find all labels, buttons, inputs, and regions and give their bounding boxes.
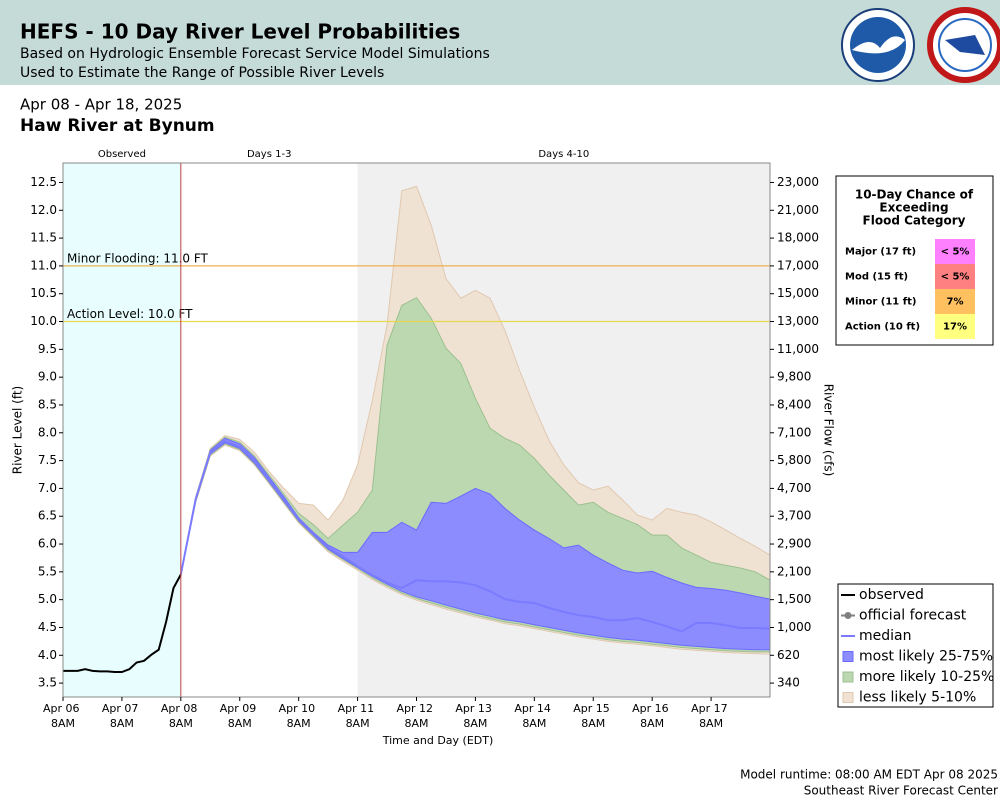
legend-label: median bbox=[859, 628, 911, 644]
legend-label: observed bbox=[859, 587, 924, 603]
y2-tick-label: 21,000 bbox=[777, 203, 819, 217]
table-cell bbox=[935, 264, 975, 289]
table-label: Major (17 ft) bbox=[845, 247, 916, 258]
y-tick-label: 6.0 bbox=[38, 537, 57, 551]
y-tick-label: 10.0 bbox=[30, 314, 57, 328]
x-tick-label: Apr 06 8AM bbox=[43, 702, 83, 730]
y-tick-label: 8.5 bbox=[38, 397, 57, 411]
x-tick-label: Apr 08 8AM bbox=[161, 702, 201, 730]
period-label: Observed bbox=[98, 149, 146, 160]
table-cell bbox=[935, 289, 975, 314]
y2-tick-label: 18,000 bbox=[777, 231, 819, 245]
y2-tick-label: 3,700 bbox=[777, 509, 811, 523]
table-value: 17% bbox=[943, 322, 967, 333]
y-tick-label: 9.5 bbox=[38, 342, 57, 356]
y-tick-label: 3.5 bbox=[38, 676, 57, 690]
x-tick-label: Apr 16 8AM bbox=[632, 702, 672, 730]
y2-tick-label: 23,000 bbox=[777, 175, 819, 189]
x-tick-label: Apr 09 8AM bbox=[220, 702, 260, 730]
y-tick-label: 8.0 bbox=[38, 425, 57, 439]
y2-tick-label: 9,800 bbox=[777, 370, 811, 384]
y-tick-label: 6.5 bbox=[38, 509, 57, 523]
y2-tick-label: 11,000 bbox=[777, 342, 819, 356]
y-tick-label: 4.0 bbox=[38, 648, 57, 662]
observed-line bbox=[63, 574, 182, 673]
y2-tick-label: 7,100 bbox=[777, 425, 811, 439]
period-label: Days 1-3 bbox=[247, 149, 291, 160]
flood-label: Action Level: 10.0 FT bbox=[67, 307, 193, 321]
y-tick-label: 5.0 bbox=[38, 592, 57, 606]
legend-label: most likely 25-75% bbox=[859, 649, 993, 665]
table-value: < 5% bbox=[941, 272, 970, 283]
legend-label: official forecast bbox=[859, 608, 967, 624]
y2-tick-label: 2,100 bbox=[777, 564, 811, 578]
footer-line: Southeast River Forecast Center bbox=[804, 784, 998, 798]
median-line bbox=[179, 439, 771, 633]
y-tick-label: 4.5 bbox=[38, 620, 57, 634]
y-tick-label: 7.0 bbox=[38, 481, 57, 495]
nws-logo bbox=[927, 7, 1000, 83]
table-title: Exceeding bbox=[879, 201, 948, 215]
y2-tick-label: 4,700 bbox=[777, 481, 811, 495]
y2-tick-label: 2,900 bbox=[777, 537, 811, 551]
x-tick-label: Apr 10 8AM bbox=[279, 702, 319, 730]
x-tick-label: Apr 13 8AM bbox=[455, 702, 495, 730]
table-label: Mod (15 ft) bbox=[845, 272, 908, 283]
y2-tick-label: 13,000 bbox=[777, 314, 819, 328]
date-range: Apr 08 - Apr 18, 2025 bbox=[20, 96, 182, 114]
table-label: Minor (11 ft) bbox=[845, 297, 916, 308]
table-value: < 5% bbox=[941, 247, 970, 258]
x-tick-label: Apr 11 8AM bbox=[338, 702, 378, 730]
legend-swatch bbox=[842, 671, 854, 683]
y-axis-label: River Level (ft) bbox=[11, 386, 25, 474]
table-value: 7% bbox=[947, 297, 964, 308]
period-label: Days 4-10 bbox=[538, 149, 589, 160]
y-tick-label: 5.5 bbox=[38, 564, 57, 578]
legend-frame bbox=[837, 583, 994, 708]
y2-tick-label: 8,400 bbox=[777, 397, 811, 411]
period-band bbox=[180, 163, 358, 697]
y-tick-label: 11.5 bbox=[30, 231, 57, 245]
chart-title: Haw River at Bynum bbox=[20, 116, 215, 136]
x-tick-label: Apr 12 8AM bbox=[396, 702, 436, 730]
x-tick-label: Apr 15 8AM bbox=[573, 702, 613, 730]
header-line: Used to Estimate the Range of Possible R… bbox=[20, 65, 384, 81]
y-tick-label: 7.5 bbox=[38, 453, 57, 467]
legend-label: less likely 5-10% bbox=[859, 690, 976, 706]
y2-tick-label: 5,800 bbox=[777, 453, 811, 467]
y2-tick-label: 15,000 bbox=[777, 286, 819, 300]
x-tick-label: Apr 07 8AM bbox=[102, 702, 142, 730]
y2-axis-label: River Flow (cfs) bbox=[822, 384, 836, 477]
table-cell bbox=[935, 314, 975, 339]
y2-tick-label: 620 bbox=[777, 648, 800, 662]
footer-line: Model runtime: 08:00 AM EDT Apr 08 2025 bbox=[740, 768, 998, 782]
flood-label: Minor Flooding: 11.0 FT bbox=[67, 251, 209, 265]
table-title: Flood Category bbox=[863, 214, 966, 228]
y-tick-label: 12.0 bbox=[30, 203, 57, 217]
y-tick-label: 10.5 bbox=[30, 286, 57, 300]
header-line: Based on Hydrologic Ensemble Forecast Se… bbox=[20, 46, 490, 62]
legend-label: more likely 10-25% bbox=[859, 669, 994, 685]
y2-tick-label: 1,500 bbox=[777, 592, 811, 606]
legend-swatch bbox=[842, 651, 854, 662]
y-tick-label: 11.0 bbox=[30, 258, 57, 272]
legend-swatch bbox=[842, 692, 854, 703]
x-axis-label: Time and Day (EDT) bbox=[382, 734, 494, 747]
header-title: HEFS - 10 Day River Level Probabilities bbox=[20, 20, 460, 44]
noaa-logo bbox=[841, 8, 915, 82]
y2-tick-label: 1,000 bbox=[777, 620, 811, 634]
x-tick-label: Apr 14 8AM bbox=[514, 702, 554, 730]
legend-marker bbox=[844, 612, 852, 619]
y-tick-label: 12.5 bbox=[30, 175, 57, 189]
table-label: Action (10 ft) bbox=[845, 322, 920, 333]
y2-tick-label: 340 bbox=[777, 676, 800, 690]
y2-tick-label: 17,000 bbox=[777, 258, 819, 272]
table-title: 10-Day Chance of bbox=[855, 188, 974, 202]
x-tick-label: Apr 17 8AM bbox=[691, 702, 731, 730]
y-tick-label: 9.0 bbox=[38, 370, 57, 384]
table-cell bbox=[935, 239, 975, 264]
header-band bbox=[0, 0, 1000, 85]
period-band bbox=[63, 163, 181, 697]
